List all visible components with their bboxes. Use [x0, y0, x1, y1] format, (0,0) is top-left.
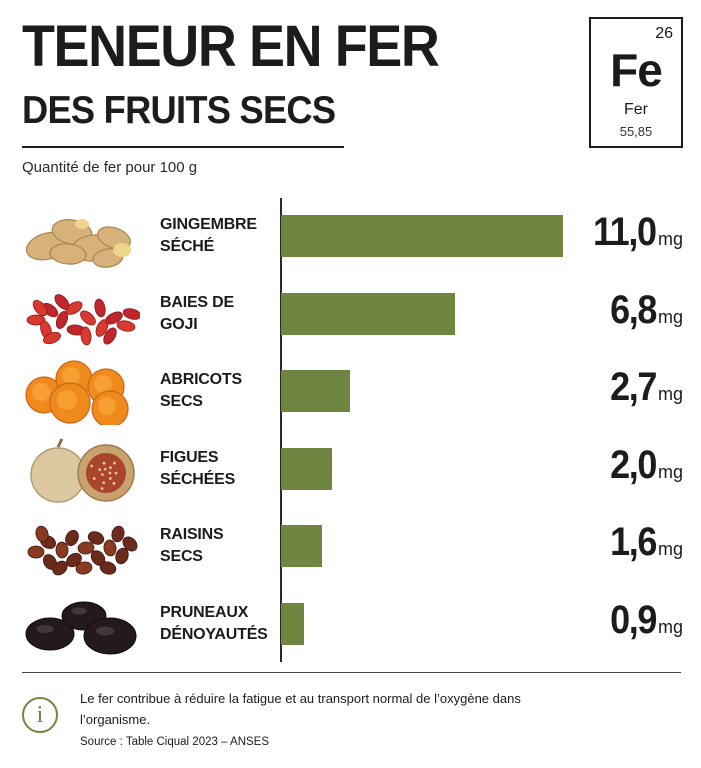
bar [281, 447, 333, 490]
title-divider [22, 146, 344, 148]
chart-subtitle: Quantité de fer pour 100 g [22, 159, 198, 176]
data-label: 11,0 mg [593, 210, 683, 254]
chart-axis-line [280, 198, 282, 662]
footer-divider [22, 672, 681, 673]
goji-berries-icon [26, 293, 140, 345]
page-title-line-2: DES FRUITS SECS [22, 89, 336, 132]
info-icon: i [22, 697, 58, 733]
data-label: 2,7 mg [609, 365, 683, 410]
prunes-icon [25, 601, 137, 655]
dried-apricots-icon [25, 360, 129, 426]
atomic-mass: 55,85 [619, 124, 653, 139]
footer-note: Le fer contribue à réduire la fatigue et… [80, 691, 521, 727]
dried-figs-icon [30, 438, 135, 503]
dried-ginger-icon [25, 219, 131, 268]
category-label: PRUNEAUX DÉNOYAUTÉS [160, 604, 268, 643]
atomic-number: 26 [655, 25, 673, 42]
category-label: BAIES DE GOJI [160, 293, 234, 333]
category-label: RAISINS SECS [160, 526, 224, 566]
data-label: 1,6 mg [609, 520, 683, 565]
source-note: Source : Table Ciqual 2023 – ANSES [80, 736, 270, 748]
data-label: 0,9 mg [609, 598, 683, 642]
category-label: FIGUES SÉCHÉES [160, 448, 236, 488]
bar [281, 292, 456, 335]
periodic-element-card: 26 Fe Fer 55,85 [589, 17, 683, 148]
category-label: ABRICOTS SECS [160, 371, 242, 411]
category-label: GINGEMBRE SÉCHÉ [160, 216, 257, 255]
bar [281, 215, 563, 257]
element-symbol: Fe [610, 44, 663, 96]
data-label: 6,8 mg [609, 287, 683, 332]
bar [281, 370, 351, 413]
raisins-icon [27, 526, 138, 576]
bar [281, 525, 323, 568]
page-title: TENEUR EN FER [22, 14, 440, 79]
bar [281, 603, 305, 645]
data-label: 2,0 mg [609, 442, 683, 487]
element-name: Fer [624, 101, 648, 118]
